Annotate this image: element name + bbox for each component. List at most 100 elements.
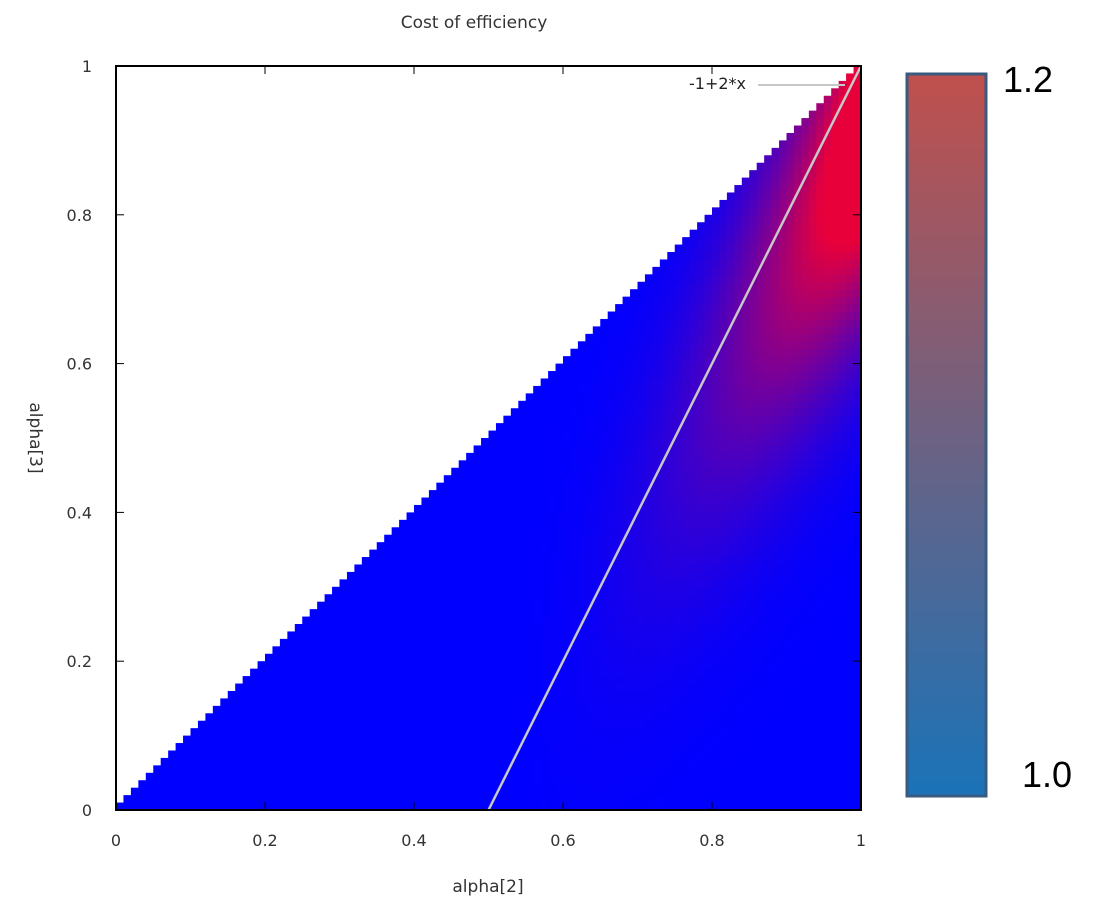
heatmap-cell (361, 728, 370, 737)
heatmap-cell (406, 795, 415, 804)
heatmap-cell (317, 683, 326, 692)
heatmap-cell (838, 542, 847, 551)
heatmap-cell (838, 214, 847, 223)
heatmap-cell (697, 385, 706, 394)
heatmap-cell (644, 423, 653, 432)
heatmap-cell (756, 304, 765, 313)
heatmap-cell (481, 690, 490, 699)
heatmap-cell (510, 534, 519, 543)
heatmap-cell (235, 765, 244, 774)
heatmap-cell (816, 199, 825, 208)
heatmap-cell (786, 728, 795, 737)
heatmap-cell (816, 676, 825, 685)
heatmap-cell (644, 527, 653, 536)
heatmap-cell (317, 757, 326, 766)
heatmap-cell (793, 646, 802, 655)
heatmap-cell (436, 653, 445, 662)
heatmap-cell (831, 713, 840, 722)
heatmap-cell (510, 519, 519, 528)
heatmap-cell (630, 705, 639, 714)
heatmap-cell (793, 132, 802, 141)
heatmap-cell (607, 482, 616, 491)
heatmap-cell (786, 266, 795, 275)
heatmap-cell (667, 579, 676, 588)
heatmap-cell (250, 698, 259, 707)
heatmap-cell (525, 423, 534, 432)
heatmap-cell (563, 616, 572, 625)
heatmap-cell (600, 534, 609, 543)
heatmap-cell (682, 676, 691, 685)
heatmap-cell (838, 400, 847, 409)
heatmap-cell (473, 668, 482, 677)
heatmap-cell (317, 668, 326, 677)
heatmap-cell (585, 519, 594, 528)
heatmap-cell (801, 616, 810, 625)
heatmap-cell (779, 594, 788, 603)
heatmap-cell (615, 333, 624, 342)
heatmap-cell (756, 653, 765, 662)
heatmap-cell (414, 609, 423, 618)
heatmap-cell (436, 542, 445, 551)
heatmap-cell (823, 557, 832, 566)
heatmap-cell (674, 564, 683, 573)
heatmap-cell (704, 519, 713, 528)
heatmap-cell (369, 579, 378, 588)
heatmap-cell (652, 750, 661, 759)
heatmap-cell (719, 765, 728, 774)
heatmap-cell (771, 475, 780, 484)
heatmap-cell (354, 757, 363, 766)
heatmap-cell (674, 452, 683, 461)
heatmap-cell (630, 631, 639, 640)
heatmap-cell (831, 162, 840, 171)
heatmap-cell (384, 690, 393, 699)
heatmap-cell (317, 720, 326, 729)
heatmap-cell (749, 207, 758, 216)
heatmap-cell (779, 802, 788, 810)
heatmap-cell (339, 683, 348, 692)
heatmap-cell (719, 371, 728, 380)
heatmap-cell (726, 661, 735, 670)
heatmap-cell (570, 795, 579, 804)
heatmap-cell (607, 393, 616, 402)
heatmap-cell (853, 765, 861, 774)
heatmap-cell (831, 757, 840, 766)
heatmap-cell (607, 326, 616, 335)
heatmap-cell (674, 519, 683, 528)
heatmap-cell (659, 631, 668, 640)
heatmap-cell (689, 534, 698, 543)
heatmap-cell (577, 363, 586, 372)
heatmap-cell (406, 512, 415, 521)
heatmap-cell (563, 586, 572, 595)
heatmap-cell (786, 363, 795, 372)
heatmap-cell (734, 333, 743, 342)
heatmap-cell (570, 564, 579, 573)
heatmap-cell (846, 728, 855, 737)
heatmap-cell (421, 564, 430, 573)
heatmap-cell (734, 601, 743, 610)
heatmap-cell (548, 571, 557, 580)
heatmap-cell (764, 802, 773, 810)
heatmap-cell (615, 750, 624, 759)
heatmap-cell (808, 512, 817, 521)
heatmap-cell (533, 638, 542, 647)
heatmap-cell (831, 661, 840, 670)
heatmap-cell (741, 348, 750, 357)
heatmap-cell (764, 430, 773, 439)
heatmap-cell (495, 490, 504, 499)
heatmap-cell (548, 795, 557, 804)
heatmap-cell (697, 229, 706, 238)
heatmap-cell (704, 423, 713, 432)
heatmap-cell (533, 504, 542, 513)
heatmap-cell (615, 683, 624, 692)
heatmap-cell (734, 467, 743, 476)
heatmap-cell (533, 705, 542, 714)
heatmap-cell (697, 408, 706, 417)
heatmap-cell (734, 772, 743, 781)
heatmap-cell (563, 356, 572, 365)
heatmap-cell (697, 356, 706, 365)
heatmap-cell (481, 750, 490, 759)
heatmap-cell (443, 772, 452, 781)
heatmap-cell (324, 795, 333, 804)
heatmap-cell (652, 482, 661, 491)
